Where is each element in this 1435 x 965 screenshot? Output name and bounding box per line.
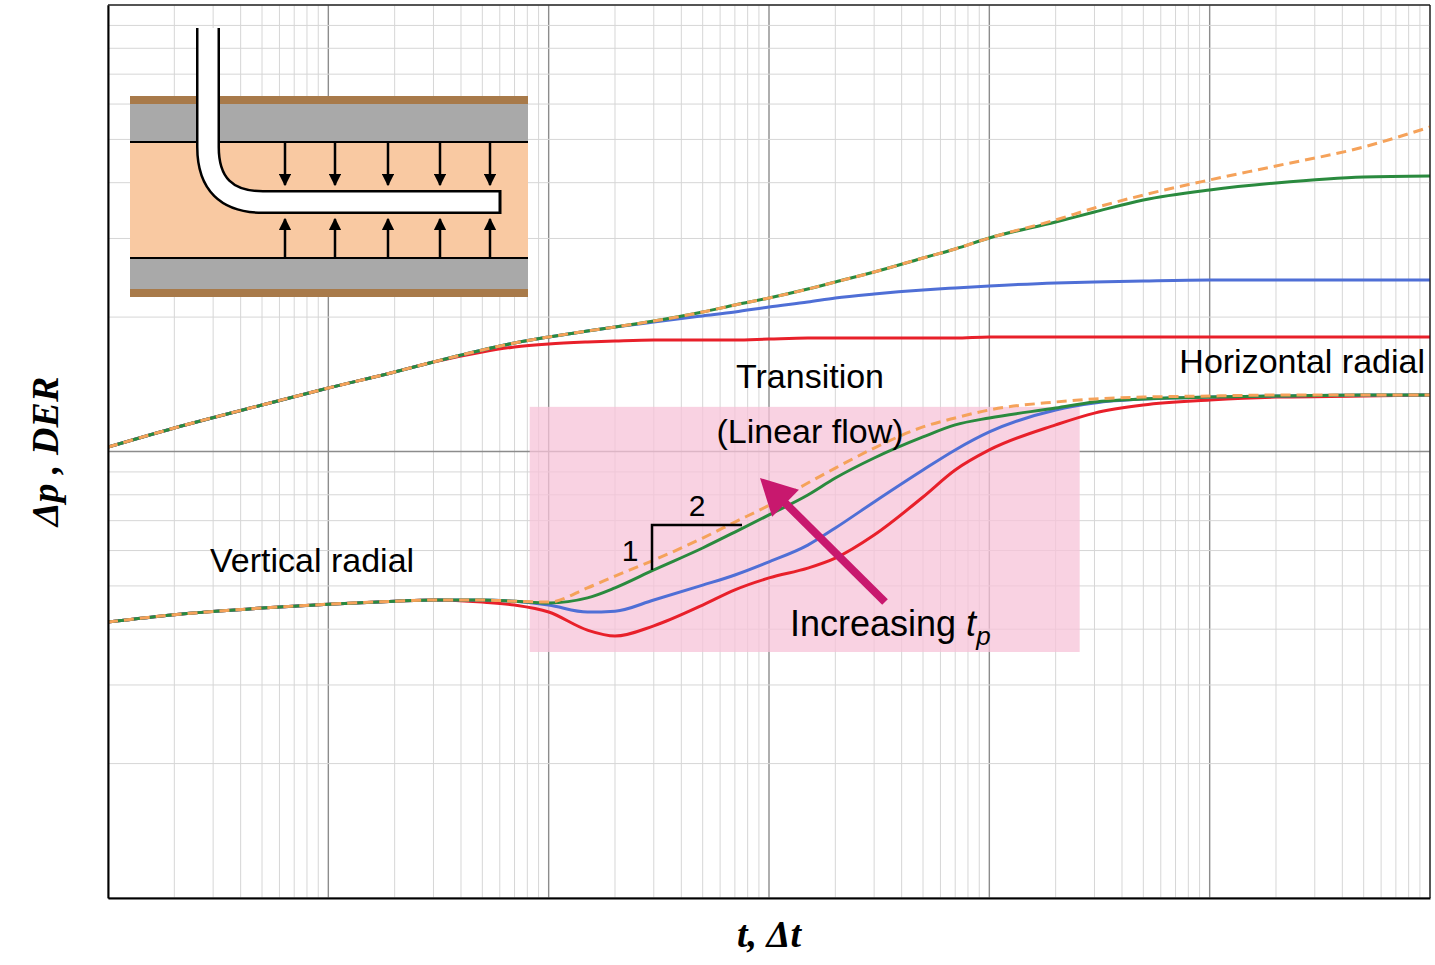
flow-arrow-up bbox=[284, 219, 287, 257]
grid bbox=[108, 5, 1430, 898]
series-line bbox=[108, 395, 1430, 622]
grid-line-y-major bbox=[108, 897, 1430, 898]
annotation: Vertical radial bbox=[210, 541, 414, 579]
inset-diagram bbox=[130, 28, 528, 297]
inset-shale-bottom bbox=[130, 259, 528, 289]
grid-line-y bbox=[108, 763, 1430, 764]
grid-line-y bbox=[108, 25, 1430, 26]
annotation: Horizontal radial bbox=[1179, 342, 1425, 380]
flow-arrow-up bbox=[334, 219, 337, 257]
background bbox=[0, 0, 1435, 965]
flow-arrow-up bbox=[489, 219, 492, 257]
inset-shale-top bbox=[130, 104, 528, 141]
flow-arrow-down bbox=[284, 143, 287, 185]
x-axis bbox=[109, 898, 1431, 899]
flow-arrow-down bbox=[489, 143, 492, 185]
trend-arrow-shaft bbox=[783, 501, 885, 602]
grid-line-x-major bbox=[1429, 5, 1430, 898]
axis-line bbox=[108, 6, 110, 899]
frame-top bbox=[108, 5, 1430, 6]
inset-cap-top bbox=[130, 96, 528, 104]
slope-run-label: 2 bbox=[689, 489, 706, 522]
slope-rise-label: 1 bbox=[622, 534, 639, 567]
trend-arrow-head bbox=[760, 478, 799, 517]
annotation: Transition bbox=[736, 357, 884, 395]
chart-svg: 12Vertical radialTransition(Linear flow)… bbox=[0, 0, 1435, 965]
series-line bbox=[108, 395, 1430, 622]
well-outline bbox=[208, 28, 500, 202]
annotations: Vertical radial Transition (Linear flow) Ho… bbox=[210, 342, 1425, 651]
slope-triangle bbox=[652, 525, 742, 570]
transition-region bbox=[530, 407, 1080, 652]
annotation: (Linear flow) bbox=[716, 412, 903, 450]
inset-cap-bottom bbox=[130, 289, 528, 297]
flow-arrow-down bbox=[439, 143, 442, 185]
frame-right bbox=[1430, 5, 1431, 898]
x-axis-title: t, Δt bbox=[737, 913, 802, 955]
slope-indicator: 12 bbox=[622, 489, 742, 570]
grid-line-y-major bbox=[108, 4, 1430, 5]
flow-arrow-up bbox=[439, 219, 442, 257]
grid-line-y bbox=[108, 74, 1430, 75]
inset-boundary-top bbox=[130, 141, 528, 143]
arrow-label-subscript: p bbox=[975, 621, 990, 651]
flow-arrow-down bbox=[334, 143, 337, 185]
grid-line-x-major bbox=[107, 5, 108, 898]
series-line bbox=[108, 127, 1430, 447]
grid-line-y bbox=[108, 48, 1430, 49]
flow-arrow-up bbox=[387, 219, 390, 257]
inset-boundary-bottom bbox=[130, 257, 528, 259]
y-axis-title: Δp , DER bbox=[24, 377, 66, 528]
y-axis bbox=[108, 6, 109, 899]
series-line bbox=[108, 395, 1430, 636]
series-line bbox=[108, 395, 1430, 622]
grid-line-y bbox=[108, 684, 1430, 685]
flow-arrow-down bbox=[387, 143, 390, 185]
grid-line-y bbox=[108, 317, 1430, 318]
arrow-label-text: Increasing bbox=[790, 603, 956, 644]
well-bore bbox=[208, 28, 500, 202]
well-end bbox=[499, 190, 502, 214]
axis-line bbox=[109, 898, 1431, 900]
arrow-label: Increasingtp bbox=[790, 603, 991, 651]
